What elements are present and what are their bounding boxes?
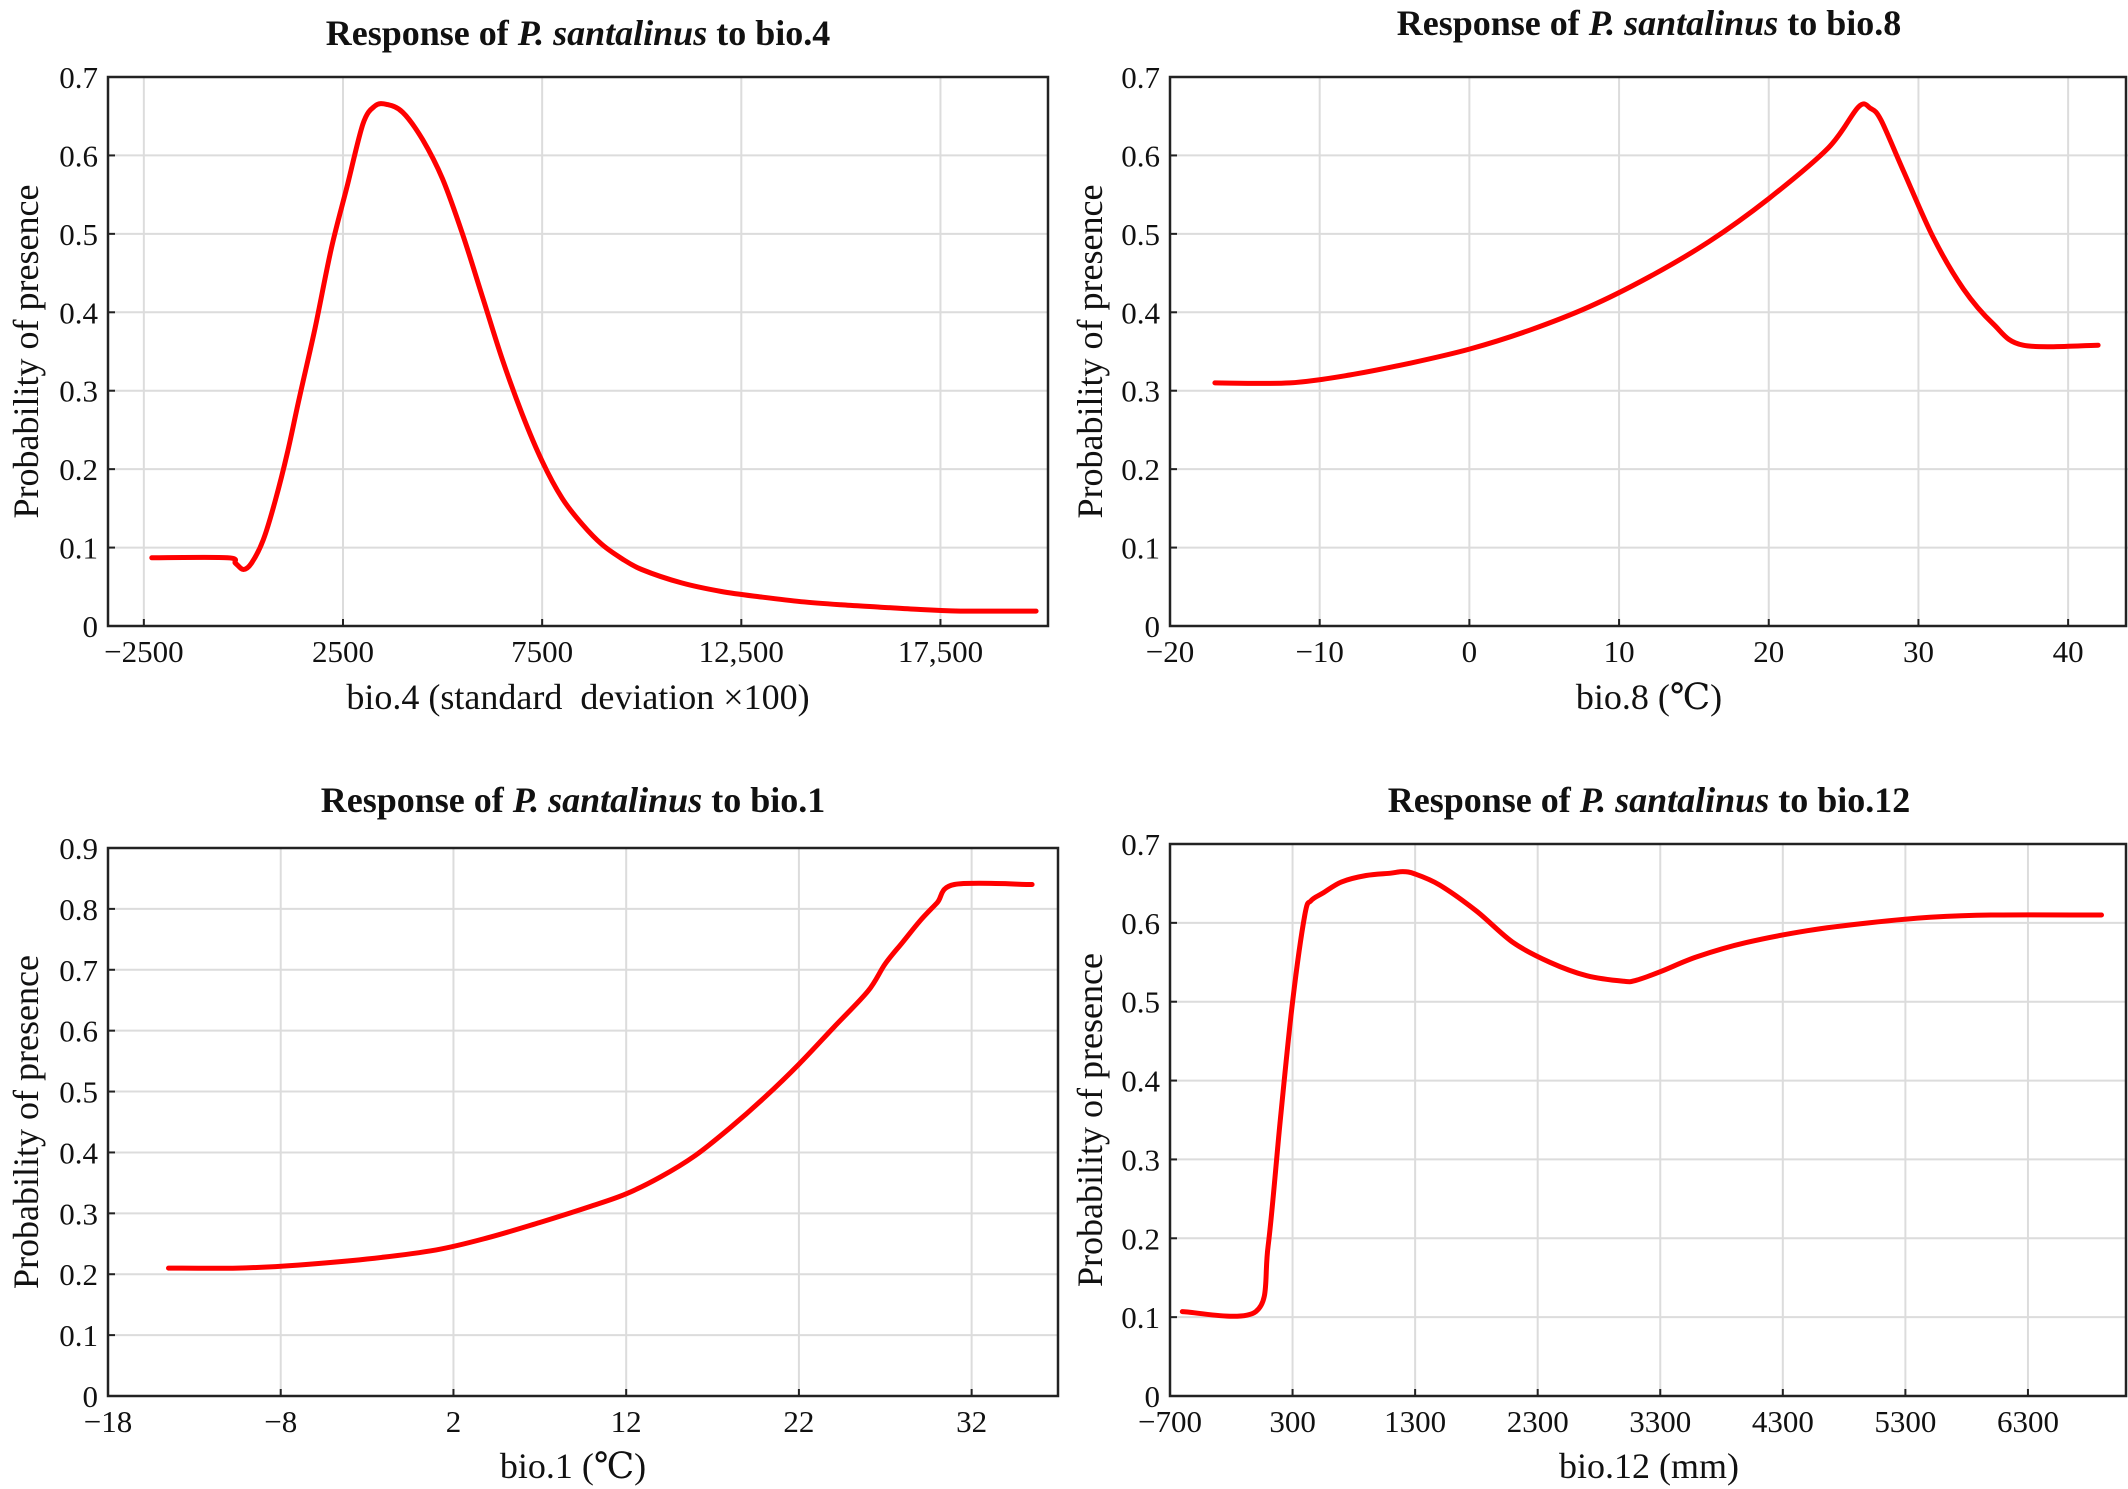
x-tick-label: 12 (611, 1404, 642, 1439)
y-axis-label: Probability of presence (6, 955, 46, 1289)
y-tick-label: 0.5 (1121, 217, 1160, 252)
y-tick-label: 0.6 (59, 1014, 98, 1049)
y-tick-label: 0.3 (59, 374, 98, 409)
x-tick-label: 5300 (1874, 1404, 1936, 1439)
y-tick-label: 0.6 (59, 138, 98, 173)
y-axis-label: Probability of presence (1070, 953, 1110, 1287)
y-tick-label: 0.5 (1121, 985, 1160, 1020)
y-tick-label: 0.7 (1121, 60, 1160, 95)
y-tick-label: 0.2 (59, 1257, 98, 1292)
y-tick-label: 0.3 (1121, 1142, 1160, 1177)
panel-bio12: Response of P. santalinus to bio.12 −700… (1070, 780, 2128, 1486)
x-tick-label: −700 (1138, 1404, 1202, 1439)
y-tick-label: 0.5 (59, 217, 98, 252)
x-tick-label: 6300 (1997, 1404, 2059, 1439)
panel-bio1: Response of P. santalinus to bio.1 −18 −8… (6, 780, 1060, 1486)
x-tick-label: −18 (84, 1404, 132, 1439)
panel-bio8: Response of P. santalinus to bio.8 −20 −1… (1070, 3, 2128, 717)
axis-ticks: −20 −10 0 10 20 30 40 0 0.1 0.2 0.3 0.4 0.5 0.6 0.7 (1121, 60, 2083, 669)
y-tick-label: 0.7 (59, 953, 98, 988)
panel-bio4: Response of P. santalinus to bio.4 −2500… (6, 13, 1050, 717)
y-tick-label: 0.4 (1121, 295, 1160, 330)
plot-frame (106, 846, 1060, 1398)
chart-title: Response of P. santalinus to bio.12 (1388, 780, 1910, 820)
y-tick-label: 0.1 (1121, 1300, 1160, 1335)
x-tick-label: 2 (446, 1404, 462, 1439)
x-tick-label: 10 (1604, 634, 1635, 669)
x-tick-label: −8 (264, 1404, 297, 1439)
x-tick-label: 30 (1903, 634, 1934, 669)
y-tick-label: 0 (83, 1379, 99, 1414)
x-axis-label: bio.12 (mm) (1559, 1446, 1739, 1486)
y-tick-label: 0.5 (59, 1075, 98, 1110)
y-tick-label: 0 (83, 609, 99, 644)
grid-lines (108, 77, 1048, 626)
x-axis-label: bio.8 (℃) (1576, 677, 1722, 717)
y-axis-label: Probability of presence (1070, 185, 1110, 519)
y-tick-label: 0.3 (59, 1196, 98, 1231)
x-tick-label: 22 (783, 1404, 814, 1439)
x-tick-label: −10 (1295, 634, 1343, 669)
response-curve (166, 880, 1035, 1271)
y-tick-label: 0.7 (1121, 827, 1160, 862)
y-tick-label: 0.2 (1121, 452, 1160, 487)
axis-ticks: −18 −8 2 12 22 32 0 0.1 0.2 0.3 0.4 0.5 0.6 0.7 0.8 0.9 (59, 831, 987, 1439)
y-tick-label: 0.6 (1121, 906, 1160, 941)
y-tick-label: 0 (1145, 1379, 1161, 1414)
x-tick-label: 1300 (1384, 1404, 1446, 1439)
x-tick-label: −2500 (104, 634, 183, 669)
y-axis-label: Probability of presence (6, 185, 46, 519)
x-tick-label: −20 (1146, 634, 1194, 669)
chart-title: Response of P. santalinus to bio.8 (1397, 3, 1901, 43)
y-tick-label: 0.1 (59, 1318, 98, 1353)
chart-title: Response of P. santalinus to bio.4 (326, 13, 830, 53)
x-tick-label: 17,500 (898, 634, 983, 669)
x-axis-label: bio.1 (℃) (500, 1446, 646, 1486)
y-tick-label: 0.3 (1121, 374, 1160, 409)
x-tick-label: 12,500 (699, 634, 784, 669)
grid-lines (1170, 77, 2128, 626)
y-tick-label: 0.7 (59, 60, 98, 95)
plot-frame (1168, 75, 2128, 628)
response-curve (149, 101, 1039, 614)
y-tick-label: 0.8 (59, 892, 98, 927)
y-tick-label: 0.1 (59, 531, 98, 566)
grid-lines (108, 848, 1058, 1396)
axis-ticks: −2500 2500 7500 12,500 17,500 0 0.1 0.2 0.3 0.4 0.… (59, 60, 983, 669)
y-tick-label: 0.2 (1121, 1221, 1160, 1256)
y-tick-label: 0.2 (59, 452, 98, 487)
x-tick-label: 2300 (1507, 1404, 1569, 1439)
grid-lines (1170, 844, 2126, 1396)
x-tick-label: 0 (1462, 634, 1478, 669)
x-tick-label: 4300 (1752, 1404, 1814, 1439)
chart-title: Response of P. santalinus to bio.1 (321, 780, 825, 820)
x-tick-label: 7500 (511, 634, 573, 669)
y-tick-label: 0 (1145, 609, 1161, 644)
plot-frame (106, 75, 1050, 628)
x-tick-label: 300 (1269, 1404, 1316, 1439)
y-tick-label: 0.4 (59, 295, 98, 330)
x-tick-label: 2500 (312, 634, 374, 669)
x-tick-label: 40 (2053, 634, 2084, 669)
x-axis-label: bio.4 (standard deviation ×100) (346, 677, 809, 717)
y-tick-label: 0.4 (59, 1135, 98, 1170)
x-tick-label: 20 (1753, 634, 1784, 669)
y-tick-label: 0.6 (1121, 138, 1160, 173)
plot-frame (1168, 842, 2128, 1398)
y-tick-label: 0.1 (1121, 531, 1160, 566)
response-curve (1179, 869, 2104, 1319)
y-tick-label: 0.4 (1121, 1064, 1160, 1099)
x-tick-label: 32 (956, 1404, 987, 1439)
x-tick-label: 3300 (1629, 1404, 1691, 1439)
response-curve (1212, 101, 2101, 386)
y-tick-label: 0.9 (59, 831, 98, 866)
